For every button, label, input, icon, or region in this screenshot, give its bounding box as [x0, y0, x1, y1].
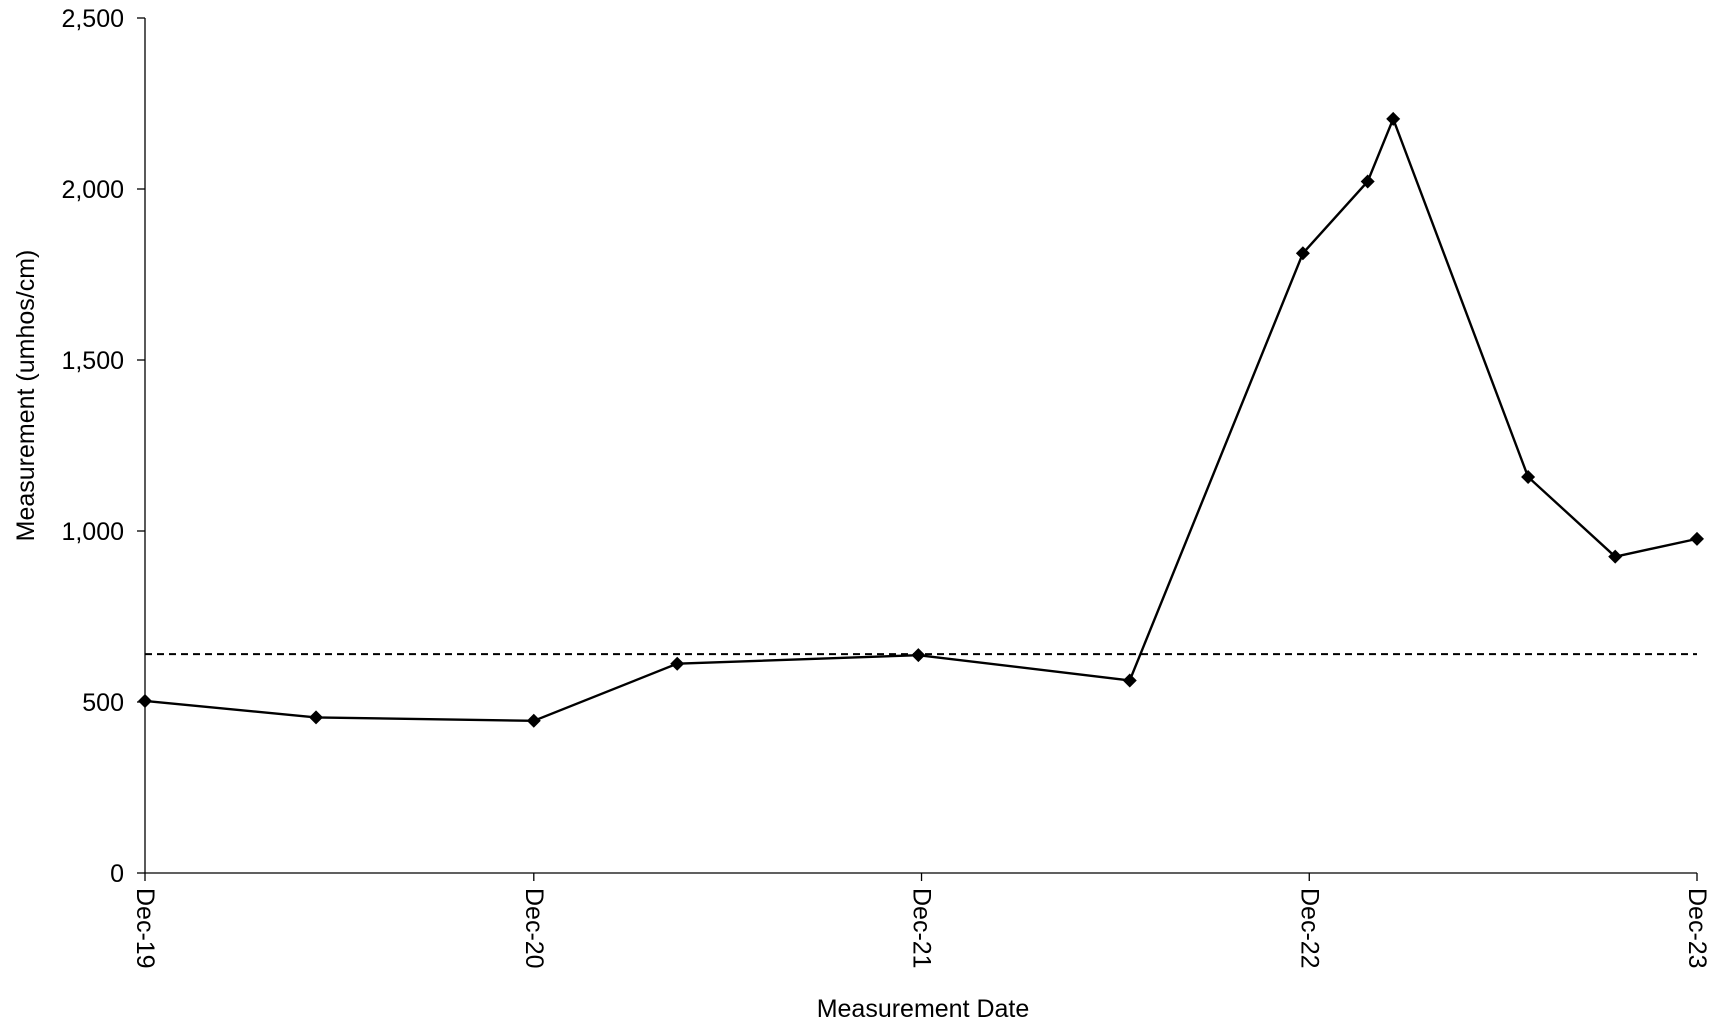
data-point-diamond	[1521, 469, 1536, 484]
x-tick-label: Dec-21	[908, 888, 936, 969]
data-point-diamond	[1122, 673, 1137, 688]
x-tick-label: Dec-20	[520, 888, 548, 969]
x-tick-label: Dec-23	[1683, 888, 1711, 969]
y-axis-ticks: 0 500 1,000 1,500 2,000 2,500	[61, 5, 145, 888]
y-tick-label: 2,500	[61, 5, 124, 33]
data-point-diamond	[911, 648, 926, 663]
y-tick-label: 0	[110, 860, 124, 888]
data-point-diamond	[309, 710, 324, 725]
x-tick-label: Dec-22	[1295, 888, 1323, 969]
series-line	[144, 115, 1698, 723]
data-point-diamond	[1608, 549, 1623, 564]
y-tick-label: 1,000	[61, 518, 124, 546]
y-axis-title: Measurement (umhos/cm)	[12, 250, 40, 542]
data-point-diamond	[526, 713, 541, 728]
y-tick-label: 2,000	[61, 176, 124, 204]
data-point-diamond	[1295, 246, 1310, 261]
x-axis-ticks: Dec-19 Dec-20 Dec-21 Dec-22 Dec-23	[131, 873, 1711, 969]
y-tick-label: 500	[82, 689, 124, 717]
data-point-diamond	[1690, 531, 1704, 546]
data-point-diamond	[1360, 174, 1375, 189]
y-tick-label: 1,500	[61, 347, 124, 375]
data-series	[138, 111, 1704, 728]
data-point-diamond	[1386, 111, 1401, 126]
x-axis-title: Measurement Date	[817, 995, 1030, 1023]
data-point-diamond	[670, 656, 685, 671]
x-tick-label: Dec-19	[131, 888, 159, 969]
